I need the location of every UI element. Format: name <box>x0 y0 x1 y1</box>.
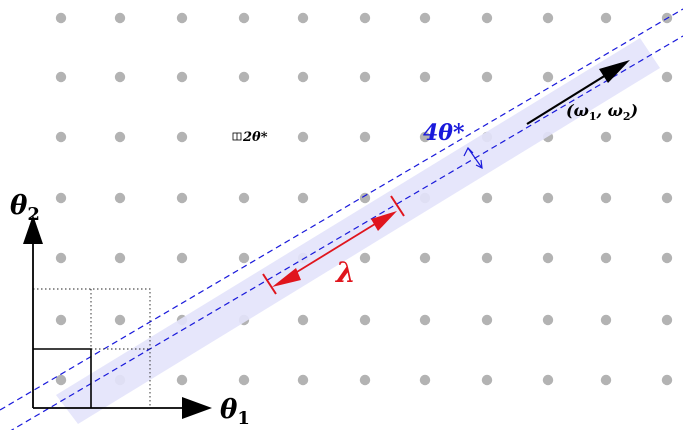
lattice-point <box>542 71 554 83</box>
lattice-point <box>359 71 371 83</box>
two-theta-label: 2θ* <box>242 130 268 145</box>
lattice-point <box>297 314 309 326</box>
lattice-point <box>661 71 673 83</box>
lattice-point <box>419 12 431 24</box>
lattice-point <box>600 314 612 326</box>
lattice-point <box>661 192 673 204</box>
lattice-point <box>55 71 67 83</box>
lattice-point <box>359 252 371 264</box>
lattice-point <box>419 252 431 264</box>
dotted-cells <box>33 288 151 408</box>
lattice-point <box>114 71 126 83</box>
lattice-point <box>176 192 188 204</box>
lattice-point <box>55 192 67 204</box>
lattice-point <box>238 71 250 83</box>
lattice-point <box>176 71 188 83</box>
lattice-point <box>481 71 493 83</box>
lattice-point <box>55 374 67 386</box>
lattice-point <box>297 374 309 386</box>
lambda-label: λ <box>335 256 356 289</box>
lattice-point <box>55 12 67 24</box>
lattice-point <box>114 131 126 143</box>
lattice-point <box>114 314 126 326</box>
lattice-point <box>419 71 431 83</box>
lattice-point <box>481 314 493 326</box>
lattice-point <box>114 192 126 204</box>
lattice-point <box>238 374 250 386</box>
theta1-label: θ1 <box>220 395 250 429</box>
lattice-point <box>55 252 67 264</box>
lattice-point <box>176 252 188 264</box>
lattice-point <box>359 374 371 386</box>
lattice-point <box>114 12 126 24</box>
lattice-point <box>297 131 309 143</box>
lattice-point <box>297 71 309 83</box>
band-upper-edge <box>0 8 683 411</box>
lattice-point <box>661 252 673 264</box>
lattice-point <box>600 131 612 143</box>
unit-cell <box>33 348 92 408</box>
lattice-point <box>542 314 554 326</box>
lattice-point <box>481 374 493 386</box>
lattice-point <box>238 192 250 204</box>
lattice-point <box>359 192 371 204</box>
lattice-point <box>359 131 371 143</box>
lattice-point <box>55 131 67 143</box>
lattice-point <box>176 131 188 143</box>
theta2-arrowhead <box>23 215 43 244</box>
axes <box>23 215 212 419</box>
lattice-point <box>481 252 493 264</box>
lattice-point <box>542 374 554 386</box>
lattice-point <box>600 12 612 24</box>
lattice-point <box>55 314 67 326</box>
four-theta-label: 4θ* <box>423 120 465 146</box>
lattice-point <box>238 252 250 264</box>
lattice-point <box>481 12 493 24</box>
lattice-point <box>176 12 188 24</box>
lattice-point <box>359 314 371 326</box>
lattice-point <box>600 252 612 264</box>
lattice-point <box>661 131 673 143</box>
omega-arrowhead <box>599 60 630 83</box>
lattice-point <box>661 314 673 326</box>
lattice-point <box>419 314 431 326</box>
band-lower-edge <box>10 35 683 430</box>
lattice-point <box>238 12 250 24</box>
lattice-point <box>481 192 493 204</box>
lattice-point <box>542 12 554 24</box>
lattice-point <box>542 252 554 264</box>
lattice-point <box>176 374 188 386</box>
lattice-point <box>297 192 309 204</box>
lattice-point <box>419 131 431 143</box>
lattice-point <box>661 374 673 386</box>
theta1-arrowhead <box>182 397 212 419</box>
lattice-point <box>297 12 309 24</box>
omega-arrow <box>526 74 607 125</box>
lattice-point <box>114 252 126 264</box>
theta2-label: θ2 <box>10 191 40 225</box>
omega-label: (ω1, ω2) <box>566 101 638 123</box>
lattice-point <box>600 374 612 386</box>
lattice-point <box>600 192 612 204</box>
lattice-point <box>419 374 431 386</box>
direction-band <box>56 38 660 424</box>
small-width-marker <box>232 132 242 141</box>
lambda-measure <box>262 195 405 295</box>
band-width-marker <box>463 146 483 170</box>
lattice-point <box>542 192 554 204</box>
lattice-point <box>359 12 371 24</box>
lattice-points <box>55 12 673 386</box>
